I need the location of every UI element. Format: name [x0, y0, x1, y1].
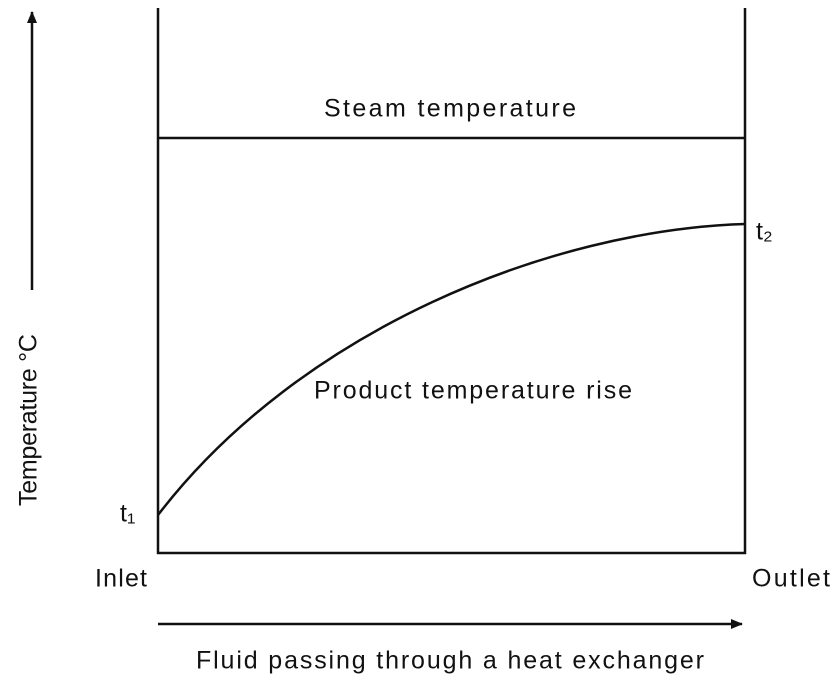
- steam-label: Steam temperature: [324, 95, 576, 123]
- inlet-label: Inlet: [95, 565, 147, 593]
- t1-label: t₁: [120, 500, 135, 528]
- y-axis-label: Temperature °C: [15, 334, 43, 506]
- x-axis-label: Fluid passing through a heat exchanger: [196, 647, 704, 675]
- t2-label: t₂: [756, 218, 773, 246]
- outlet-label: Outlet: [752, 565, 830, 593]
- product-label: Product temperature rise: [314, 377, 632, 405]
- product-curve: [157, 222, 746, 516]
